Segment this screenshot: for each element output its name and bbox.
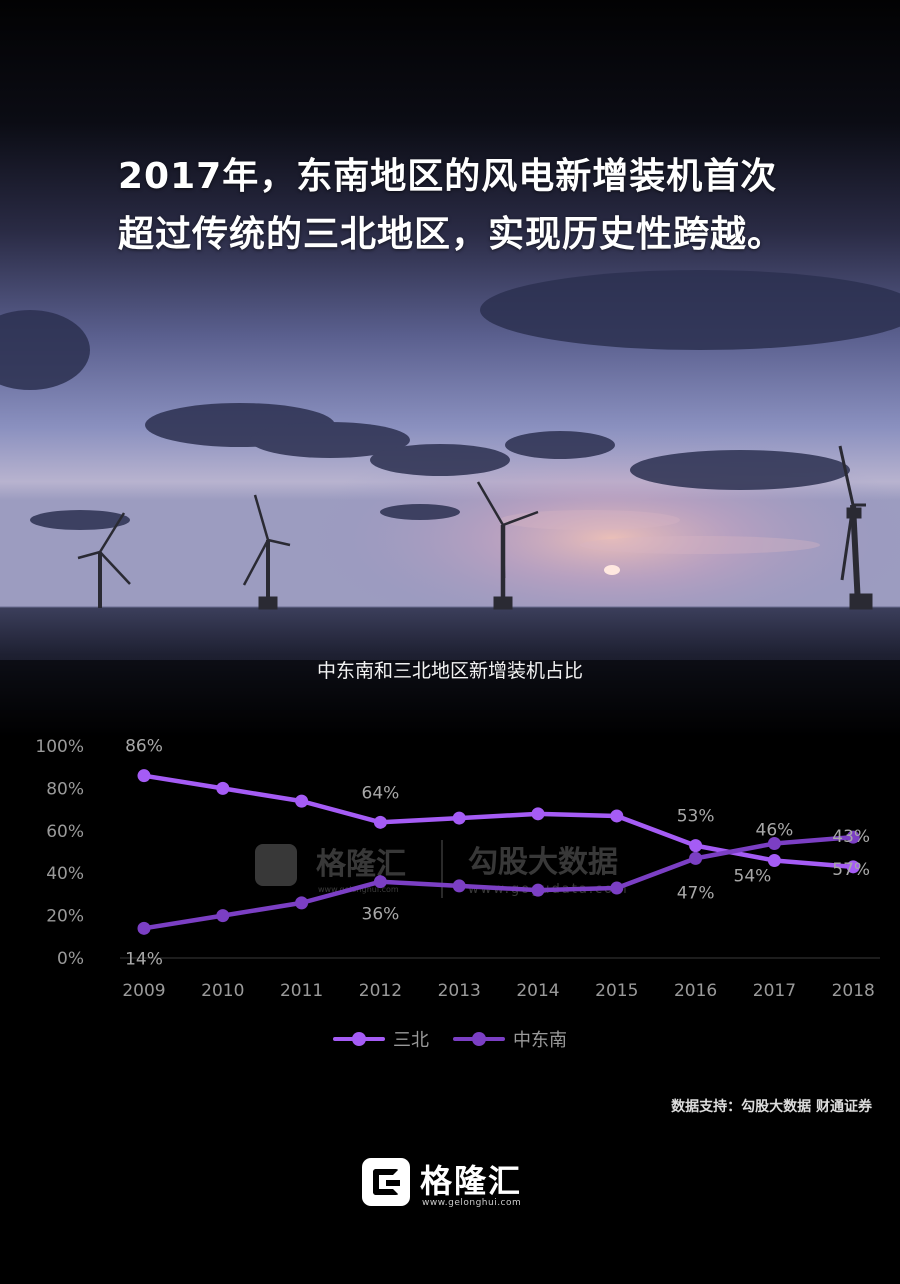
y-tick-label: 20%	[46, 907, 84, 927]
data-point	[610, 809, 624, 823]
x-tick-label: 2012	[359, 981, 402, 1001]
data-label: 86%	[125, 737, 163, 757]
x-tick-label: 2015	[595, 981, 638, 1001]
watermark-partner: 勾股大数据	[468, 845, 618, 880]
data-point	[373, 875, 387, 889]
data-point	[767, 837, 781, 851]
data-point	[452, 879, 466, 893]
x-tick-label: 2017	[753, 981, 796, 1001]
line-chart: 格隆汇 www.gelonghui.com 勾股大数据 www.gogudata…	[35, 737, 880, 1001]
data-point	[216, 781, 230, 795]
data-label: 54%	[734, 867, 772, 887]
wind-turbine-icon	[476, 481, 539, 610]
data-source: 数据支持：勾股大数据 财通证券	[671, 1099, 872, 1115]
data-point	[452, 811, 466, 825]
legend-item: 三北	[333, 1026, 429, 1052]
x-tick-label: 2014	[516, 981, 559, 1001]
chart-title: 中东南和三北地区新增装机占比	[316, 660, 583, 682]
data-label: 46%	[756, 820, 794, 840]
data-point	[846, 830, 860, 844]
x-tick-label: 2011	[280, 981, 323, 1001]
wind-turbine-icon	[242, 494, 291, 610]
x-tick-label: 2009	[122, 981, 165, 1001]
footer-brand: 格隆汇	[420, 1162, 523, 1200]
y-tick-label: 0%	[57, 949, 84, 969]
x-tick-label: 2018	[832, 981, 875, 1001]
chart-legend: 三北 中东南	[0, 1026, 900, 1052]
wind-turbine-icon	[838, 445, 873, 610]
data-point	[531, 883, 545, 897]
data-label: 14%	[125, 949, 163, 969]
data-point	[767, 853, 781, 867]
brand-logo-icon	[362, 1158, 410, 1206]
data-point	[531, 807, 545, 821]
data-point	[373, 815, 387, 829]
data-point	[689, 839, 703, 853]
watermark-brand: 格隆汇	[316, 847, 406, 882]
data-point	[295, 896, 309, 910]
data-label: 64%	[362, 783, 400, 803]
data-point	[216, 909, 230, 923]
x-tick-label: 2010	[201, 981, 244, 1001]
legend-label: 三北	[393, 1030, 429, 1051]
hero-photo	[0, 0, 900, 740]
data-label: 57%	[832, 860, 870, 880]
data-label: 36%	[362, 905, 400, 925]
data-label: 53%	[677, 807, 715, 827]
legend-swatch	[453, 1032, 505, 1046]
footer-url: www.gelonghui.com	[422, 1198, 522, 1208]
series-line-2	[143, 834, 854, 931]
data-point	[610, 881, 624, 895]
headline: 2017年，东南地区的风电新增装机首次超过传统的三北地区，实现历史性跨越。	[118, 156, 785, 255]
data-point	[295, 794, 309, 808]
data-point	[137, 921, 151, 935]
y-tick-label: 100%	[35, 737, 84, 757]
y-tick-label: 40%	[46, 864, 84, 884]
y-tick-label: 80%	[46, 779, 84, 799]
y-tick-label: 60%	[46, 822, 84, 842]
footer-logo: 格隆汇 www.gelonghui.com	[362, 1156, 542, 1216]
x-tick-label: 2013	[438, 981, 481, 1001]
data-point	[846, 860, 860, 874]
data-label: 47%	[677, 883, 715, 903]
data-point	[689, 851, 703, 865]
data-point	[137, 769, 151, 783]
wind-turbine-icon	[77, 512, 131, 608]
x-tick-label: 2016	[674, 981, 717, 1001]
watermark-logo-icon	[255, 844, 297, 886]
legend-label: 中东南	[513, 1030, 567, 1051]
legend-swatch	[333, 1032, 385, 1046]
data-label: 43%	[832, 827, 870, 847]
legend-item: 中东南	[453, 1026, 567, 1052]
